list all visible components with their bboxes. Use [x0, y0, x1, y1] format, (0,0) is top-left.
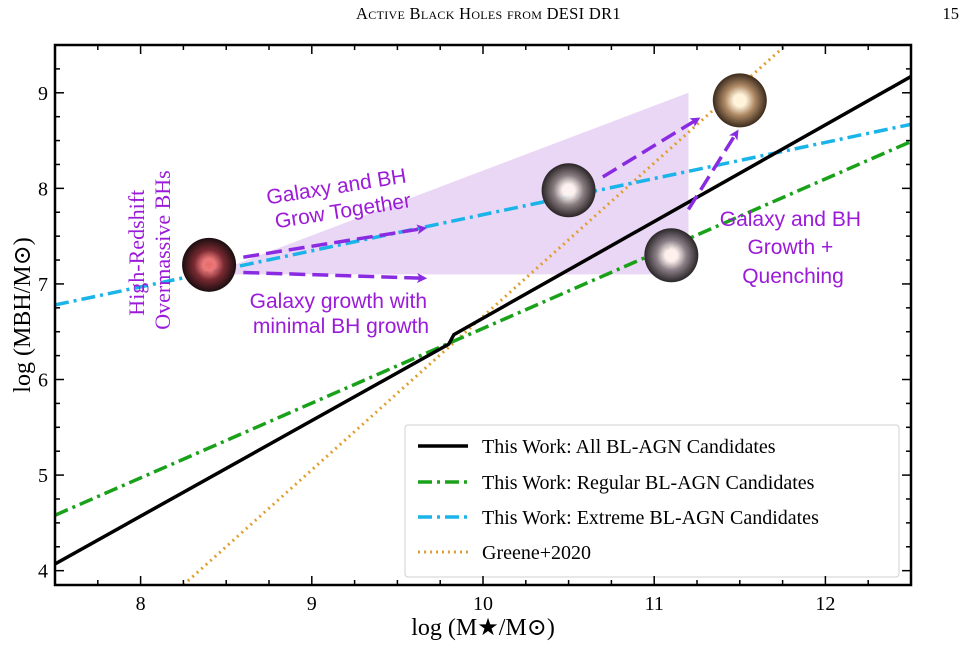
arrow-3 — [686, 129, 739, 211]
galaxy-layer — [182, 73, 767, 292]
legend-label-greene: Greene+2020 — [482, 542, 591, 564]
y-tick-label: 9 — [38, 83, 48, 105]
galaxy-image-3 — [712, 73, 767, 128]
shaded-region — [209, 92, 689, 275]
x-axis-label: log (M★/M⊙) — [411, 615, 555, 641]
page-number: 15 — [942, 4, 960, 23]
x-tick-label: 12 — [815, 593, 835, 615]
legend: This Work: All BL-AGN Candidates This Wo… — [404, 424, 900, 578]
legend-label-all: This Work: All BL-AGN Candidates — [482, 436, 776, 458]
series-line-3 — [182, 45, 789, 585]
y-tick-label: 5 — [38, 465, 48, 487]
annotation-quenching: Galaxy and BH Growth + Quenching — [720, 207, 867, 288]
arrow-1 — [243, 270, 428, 284]
annotation-high-redshift: High-Redshift Overmassive BHs — [124, 170, 175, 329]
series-line-1 — [55, 139, 911, 517]
tick-layer: 8 9 10 11 12 4 5 6 7 8 9 — [38, 44, 912, 615]
running-title: Active Black Holes from DESI DR1 — [356, 4, 621, 23]
legend-label-regular: This Work: Regular BL-AGN Candidates — [482, 472, 815, 494]
y-tick-label: 7 — [38, 274, 48, 296]
x-tick-label: 9 — [307, 593, 317, 615]
arrow-0 — [243, 224, 428, 259]
y-tick-label: 8 — [38, 178, 48, 200]
legend-label-extreme: This Work: Extreme BL-AGN Candidates — [482, 507, 819, 529]
annotation-galaxy-growth: Galaxy growth with minimal BH growth — [250, 289, 433, 338]
shaded-region-layer — [209, 92, 689, 275]
arrow-layer — [243, 117, 739, 284]
x-tick-label: 8 — [136, 593, 146, 615]
y-tick-label: 6 — [38, 370, 48, 392]
series-line-0 — [55, 75, 911, 566]
y-axis-label: log (MBH/M⊙) — [10, 237, 36, 392]
galaxy-image-2 — [644, 228, 699, 283]
y-tick-label: 4 — [38, 561, 48, 583]
x-tick-label: 10 — [473, 593, 493, 615]
galaxy-image-1 — [541, 163, 596, 218]
arrow-2 — [601, 117, 701, 179]
x-tick-label: 11 — [645, 593, 664, 615]
galaxy-image-0 — [182, 237, 237, 292]
